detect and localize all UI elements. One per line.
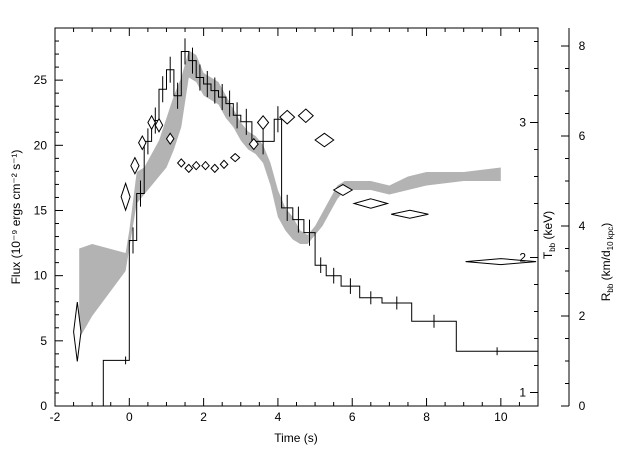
plot-frame [54, 27, 539, 407]
radius-unit-post: ) [599, 223, 613, 227]
x-tick-label: 2 [200, 410, 207, 424]
radius-tick-label: 4 [579, 219, 586, 233]
flux-tick-label: 20 [34, 138, 48, 152]
flux-tick-label: 10 [34, 269, 48, 283]
temperature-diamond [130, 156, 140, 175]
temperature-diamond [176, 158, 186, 168]
x-tick-label: -2 [50, 410, 61, 424]
x-axis-title: Time (s) [274, 431, 318, 445]
temperature-tick-label: 3 [519, 116, 526, 130]
flux-tick-label: 5 [40, 334, 47, 348]
temperature-diamond [465, 258, 537, 266]
temperature-diamond [191, 160, 201, 171]
temperature-diamond [248, 137, 259, 151]
temperature-tick-label: 1 [519, 386, 526, 400]
temperature-diamond [184, 163, 194, 174]
temperature-subscript: bb [548, 242, 557, 251]
x-tick-label: 6 [349, 410, 356, 424]
radius-axis-title: Rbb (km/d10 kpc) [599, 223, 615, 302]
x-tick-label: 0 [126, 410, 133, 424]
radius-tick-label: 2 [579, 309, 586, 323]
flux-histogram-line [77, 51, 538, 407]
temperature-diamond [120, 181, 131, 212]
flux-tick-label: 15 [34, 203, 48, 217]
radius-unit-pre: (km/d [599, 250, 613, 283]
radius-tick-label: 8 [579, 39, 586, 53]
temperature-diamond [297, 108, 314, 124]
temperature-diamond [229, 152, 241, 163]
temperature-symbol: T [541, 251, 555, 259]
radius-tick-label: 6 [579, 129, 586, 143]
temperature-diamond [73, 302, 82, 362]
temperature-diamond [210, 163, 220, 174]
radius-unit-subscript: 10 kpc [606, 227, 615, 251]
radius-band-layer [79, 50, 501, 339]
temperature-diamond [279, 109, 296, 125]
flux-tick-label: 25 [34, 73, 48, 87]
x-tick-label: 4 [275, 410, 282, 424]
flux-tick-label: 0 [40, 399, 47, 413]
temperature-diamond [201, 160, 210, 171]
flux-axis-title: Flux (10⁻⁹ ergs cm⁻² s⁻¹) [9, 150, 23, 285]
radius-band [79, 50, 501, 339]
temperature-diamond [147, 114, 156, 131]
x-tick-label: 10 [494, 410, 508, 424]
temperature-diamond [165, 132, 175, 145]
temperature-tick-label: 2 [519, 251, 526, 265]
temperature-diamond [391, 209, 429, 219]
temperature-diamond [138, 134, 147, 151]
temperature-diamond [332, 184, 354, 196]
flux-histogram-layer [77, 51, 538, 407]
temperature-diamond [314, 132, 335, 148]
temperature-diamond [219, 159, 229, 170]
x-tick-label: 8 [423, 410, 430, 424]
temperature-diamond [154, 117, 164, 133]
flux-errorbar-layer [125, 38, 498, 365]
temperature-diamond [256, 115, 270, 131]
radius-subscript: bb [606, 283, 615, 292]
temperature-axis-title: Tbb (keV) [541, 211, 557, 259]
temperature-diamond [352, 198, 390, 209]
radius-symbol: R [599, 292, 613, 301]
temperature-unit: (keV) [541, 211, 555, 243]
temperature-diamond-layer [73, 108, 537, 362]
radius-tick-label: 0 [579, 399, 586, 413]
